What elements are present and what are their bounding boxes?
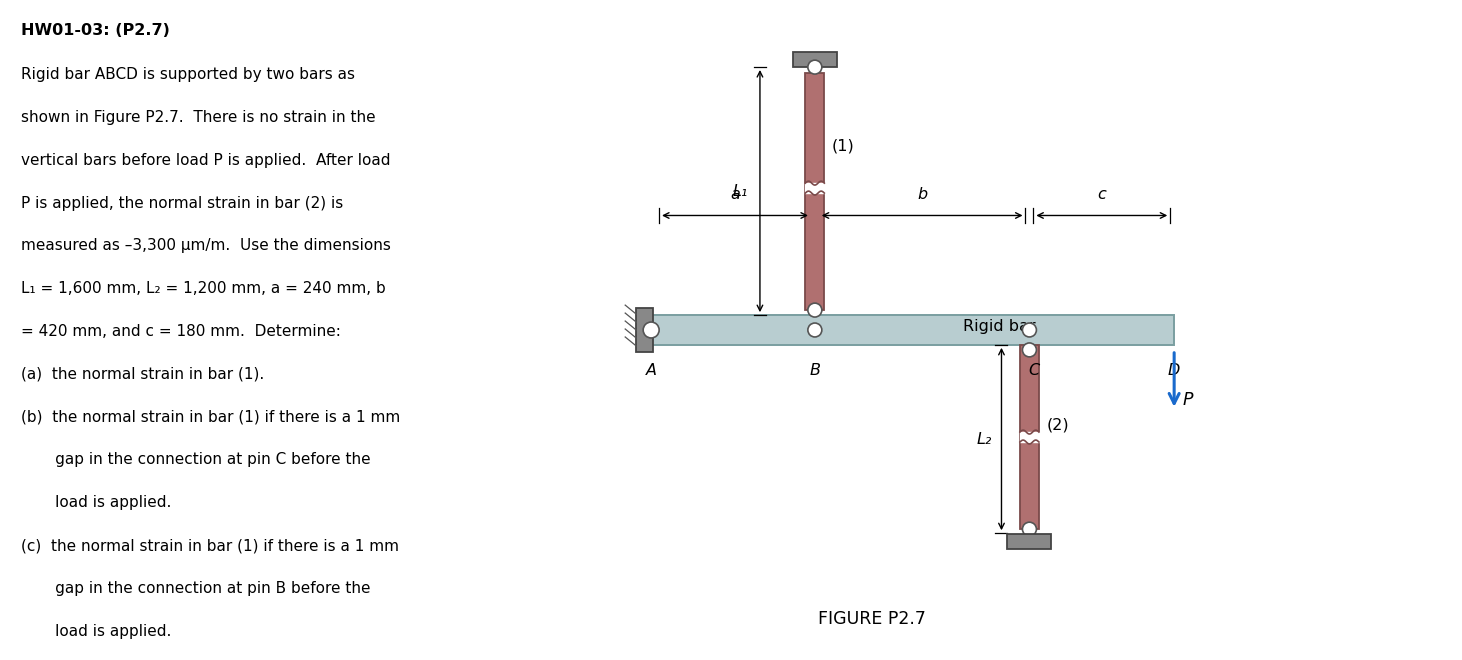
Text: B: B — [810, 363, 820, 378]
Text: (1): (1) — [832, 139, 855, 153]
Text: HW01-03: (P2.7): HW01-03: (P2.7) — [22, 23, 170, 38]
Text: gap in the connection at pin C before the: gap in the connection at pin C before th… — [22, 453, 371, 467]
Bar — [1007, 534, 1051, 548]
Text: L₁: L₁ — [732, 183, 749, 199]
Bar — [1020, 345, 1039, 529]
Text: gap in the connection at pin B before the: gap in the connection at pin B before th… — [22, 581, 371, 596]
Circle shape — [1022, 522, 1037, 536]
Bar — [806, 73, 825, 310]
Circle shape — [808, 60, 822, 74]
Text: Rigid bar: Rigid bar — [963, 319, 1035, 333]
Bar — [792, 51, 836, 67]
Text: Rigid bar ABCD is supported by two bars as: Rigid bar ABCD is supported by two bars … — [22, 67, 355, 82]
Text: P is applied, the normal strain in bar (2) is: P is applied, the normal strain in bar (… — [22, 195, 344, 211]
Circle shape — [1022, 323, 1037, 337]
Text: (c)  the normal strain in bar (1) if there is a 1 mm: (c) the normal strain in bar (1) if ther… — [22, 538, 399, 553]
Text: shown in Figure P2.7.  There is no strain in the: shown in Figure P2.7. There is no strain… — [22, 110, 376, 125]
Bar — [636, 308, 654, 352]
Bar — [651, 315, 1174, 345]
Text: FIGURE P2.7: FIGURE P2.7 — [819, 610, 925, 628]
Text: = 420 mm, and c = 180 mm.  Determine:: = 420 mm, and c = 180 mm. Determine: — [22, 324, 341, 339]
Text: L₁ = 1,600 mm, L₂ = 1,200 mm, a = 240 mm, b: L₁ = 1,600 mm, L₂ = 1,200 mm, a = 240 mm… — [22, 281, 386, 296]
Text: load is applied.: load is applied. — [22, 495, 171, 510]
Circle shape — [1022, 343, 1037, 357]
Text: P: P — [1183, 391, 1193, 409]
Text: a: a — [730, 187, 740, 201]
Circle shape — [808, 323, 822, 337]
Circle shape — [643, 322, 659, 338]
Text: b: b — [917, 187, 927, 201]
Text: c: c — [1098, 187, 1107, 201]
Text: load is applied.: load is applied. — [22, 624, 171, 639]
Text: (2): (2) — [1047, 417, 1069, 432]
Circle shape — [808, 303, 822, 317]
Text: A: A — [646, 363, 656, 378]
Text: (a)  the normal strain in bar (1).: (a) the normal strain in bar (1). — [22, 367, 265, 382]
Text: L₂: L₂ — [977, 432, 991, 447]
Text: (b)  the normal strain in bar (1) if there is a 1 mm: (b) the normal strain in bar (1) if ther… — [22, 410, 401, 424]
Text: vertical bars before load P is applied.  After load: vertical bars before load P is applied. … — [22, 152, 390, 168]
Text: C: C — [1028, 363, 1039, 378]
Text: D: D — [1168, 363, 1180, 378]
Text: measured as –3,300 μm/m.  Use the dimensions: measured as –3,300 μm/m. Use the dimensi… — [22, 238, 392, 253]
